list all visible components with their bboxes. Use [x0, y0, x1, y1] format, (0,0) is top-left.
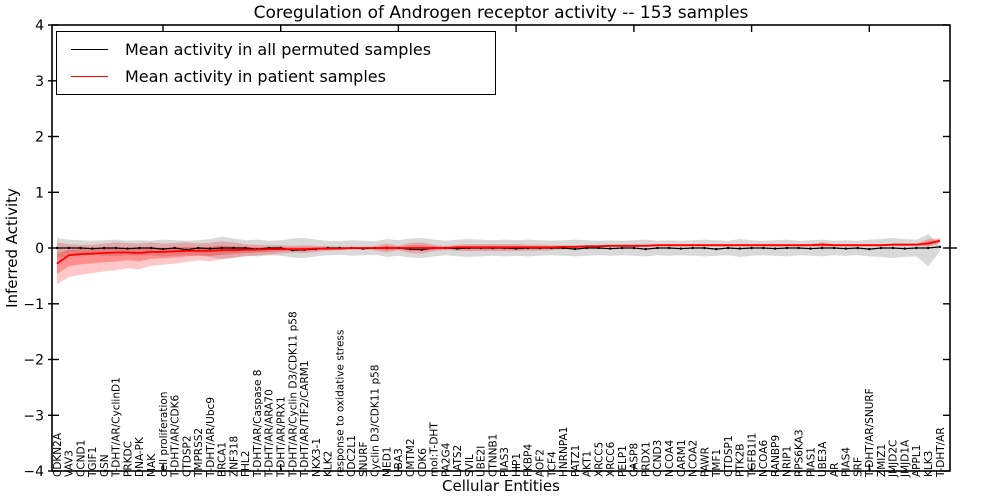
svg-text:mol:T-DHT: mol:T-DHT — [429, 422, 441, 477]
svg-text:UBE2I: UBE2I — [476, 446, 488, 477]
svg-text:−1: −1 — [23, 297, 44, 313]
svg-text:T-DHT/AR/Ubc9: T-DHT/AR/Ubc9 — [205, 397, 217, 478]
svg-text:HNRNPA1: HNRNPA1 — [558, 427, 570, 477]
svg-text:VAV3: VAV3 — [64, 450, 76, 477]
svg-text:MAK: MAK — [146, 453, 158, 477]
svg-text:XRCC5: XRCC5 — [593, 442, 605, 477]
legend: Mean activity in all permuted samples Me… — [56, 31, 496, 95]
svg-text:CASP8: CASP8 — [629, 443, 641, 477]
svg-text:TGFB1I1: TGFB1I1 — [746, 433, 758, 478]
svg-text:T-DHT/AR/ARA70: T-DHT/AR/ARA70 — [264, 389, 276, 478]
svg-text:PTK2B: PTK2B — [735, 443, 747, 477]
svg-text:NRIP1: NRIP1 — [782, 446, 794, 477]
svg-text:−3: −3 — [23, 408, 44, 424]
svg-text:RPS6KA3: RPS6KA3 — [794, 429, 806, 477]
svg-text:Cyclin D3/CDK11 p58: Cyclin D3/CDK11 p58 — [370, 365, 382, 477]
svg-text:FKBP4: FKBP4 — [523, 444, 535, 477]
svg-text:APPL1: APPL1 — [911, 445, 923, 477]
svg-text:CTDSP1: CTDSP1 — [723, 435, 735, 477]
svg-text:T-DHT/AR/Caspase 8: T-DHT/AR/Caspase 8 — [252, 370, 264, 478]
svg-text:PAWR: PAWR — [699, 447, 711, 477]
svg-text:BRCA1: BRCA1 — [217, 442, 229, 477]
svg-text:T-DHT/AR/CDK6: T-DHT/AR/CDK6 — [170, 395, 182, 478]
svg-text:PIAS1: PIAS1 — [805, 447, 817, 477]
svg-text:PRDX1: PRDX1 — [640, 441, 652, 477]
svg-text:CDC2L1: CDC2L1 — [346, 435, 358, 477]
svg-text:CTDSP2: CTDSP2 — [181, 435, 193, 477]
svg-text:TGIF1: TGIF1 — [87, 447, 99, 478]
svg-text:PRKDC: PRKDC — [122, 441, 134, 477]
patient-line-icon — [71, 76, 108, 77]
svg-text:KLK3: KLK3 — [923, 451, 935, 477]
svg-text:NCOA6: NCOA6 — [758, 440, 770, 477]
svg-text:NKX3-1: NKX3-1 — [311, 438, 323, 477]
svg-text:HIP1: HIP1 — [511, 453, 523, 477]
svg-text:SNURF: SNURF — [358, 441, 370, 477]
legend-label-permuted: Mean activity in all permuted samples — [125, 40, 432, 59]
svg-text:2: 2 — [35, 130, 44, 146]
svg-text:UBE3A: UBE3A — [817, 441, 829, 477]
svg-text:−2: −2 — [23, 353, 44, 369]
svg-text:TMPRSS2: TMPRSS2 — [193, 428, 205, 478]
x-axis-label: Cellular Entities — [442, 477, 560, 495]
svg-text:cell proliferation: cell proliferation — [158, 392, 170, 477]
svg-text:LATS2: LATS2 — [452, 445, 464, 477]
chart-title: Coregulation of Androgen receptor activi… — [253, 3, 749, 23]
svg-text:FHL2: FHL2 — [240, 451, 252, 477]
svg-text:CDK6: CDK6 — [417, 448, 429, 477]
svg-text:CMTM2: CMTM2 — [405, 438, 417, 477]
svg-text:CDKN2A: CDKN2A — [52, 432, 64, 477]
svg-text:KLK2: KLK2 — [323, 451, 335, 477]
svg-text:CARM1: CARM1 — [676, 439, 688, 477]
svg-text:3: 3 — [35, 74, 44, 90]
svg-text:MED1: MED1 — [381, 447, 393, 477]
svg-text:CCND1: CCND1 — [75, 440, 87, 477]
svg-text:1: 1 — [35, 185, 44, 201]
svg-text:ZNF318: ZNF318 — [228, 436, 240, 477]
svg-text:ZMIZ1: ZMIZ1 — [876, 444, 888, 477]
svg-text:PATZ1: PATZ1 — [570, 445, 582, 477]
svg-text:UBA3: UBA3 — [393, 448, 405, 477]
svg-text:AR: AR — [829, 463, 841, 477]
svg-text:PA2G4: PA2G4 — [440, 442, 452, 477]
svg-text:TCF4: TCF4 — [546, 451, 558, 478]
svg-text:NCOA4: NCOA4 — [664, 440, 676, 477]
svg-text:CTNNB1: CTNNB1 — [487, 434, 499, 477]
permuted-line-icon — [71, 49, 108, 50]
svg-text:SVIL: SVIL — [464, 454, 476, 477]
svg-text:NCOA2: NCOA2 — [688, 440, 700, 477]
svg-text:−4: −4 — [23, 464, 44, 480]
svg-text:T-DHT/AR: T-DHT/AR — [935, 427, 947, 478]
svg-text:PIAS3: PIAS3 — [499, 447, 511, 477]
legend-item-patient: Mean activity in patient samples — [57, 67, 495, 86]
svg-text:TMF1: TMF1 — [711, 449, 723, 478]
svg-text:PIAS4: PIAS4 — [841, 447, 853, 477]
svg-text:T-DHT/AR/Cyclin D3/CDK11 p58: T-DHT/AR/Cyclin D3/CDK11 p58 — [287, 311, 299, 478]
svg-text:DNA-PK: DNA-PK — [134, 436, 146, 477]
svg-text:AKT1: AKT1 — [582, 451, 594, 477]
svg-text:RANBP9: RANBP9 — [770, 435, 782, 477]
svg-text:4: 4 — [35, 18, 44, 34]
svg-text:response to oxidative stress: response to oxidative stress — [334, 330, 346, 477]
legend-label-patient: Mean activity in patient samples — [125, 67, 386, 86]
svg-text:SRF: SRF — [852, 457, 864, 477]
svg-text:T-DHT/AR/CyclinD1: T-DHT/AR/CyclinD1 — [111, 377, 123, 478]
svg-text:T-DHT/AR/PRX1: T-DHT/AR/PRX1 — [276, 396, 288, 478]
svg-text:T-DHT/AR/TIF2/CARM1: T-DHT/AR/TIF2/CARM1 — [299, 360, 311, 478]
svg-text:JMJD2C: JMJD2C — [888, 440, 900, 478]
svg-text:T-DHT/AR/SNURF: T-DHT/AR/SNURF — [864, 388, 876, 478]
svg-text:PELP1: PELP1 — [617, 445, 629, 477]
legend-item-permuted: Mean activity in all permuted samples — [57, 40, 495, 59]
svg-text:CCND3: CCND3 — [652, 440, 664, 477]
svg-text:GSN: GSN — [99, 454, 111, 477]
svg-text:XRCC6: XRCC6 — [605, 441, 617, 477]
svg-text:0: 0 — [35, 241, 44, 257]
svg-text:AOF2: AOF2 — [535, 449, 547, 477]
svg-text:JMJD1A: JMJD1A — [900, 439, 912, 478]
